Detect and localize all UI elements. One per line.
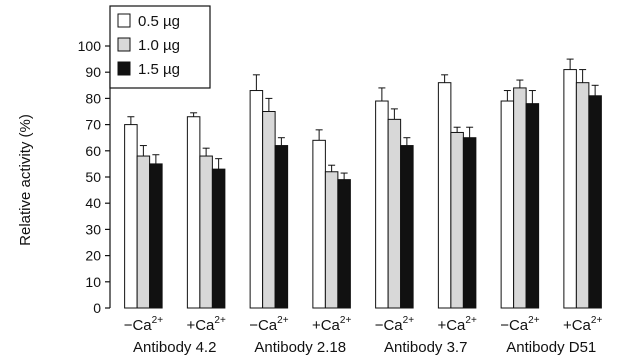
legend-swatch [117, 37, 131, 52]
x-tick-superscript: 2+ [591, 315, 603, 326]
x-tick-condition: +Ca [312, 317, 341, 334]
bar [437, 82, 452, 309]
x-tick-label: −Ca2+ [500, 315, 539, 334]
bar [400, 145, 414, 309]
legend: 0.5 µg 1.0 µg 1.5 µg [109, 5, 211, 89]
group-label: Antibody 2.18 [254, 339, 346, 356]
bar [563, 69, 577, 309]
x-tick-label: −Ca2+ [249, 315, 288, 334]
x-tick-condition: −Ca [249, 317, 278, 334]
x-tick-label: +Ca2+ [563, 315, 602, 334]
y-tick-label: 90 [85, 64, 101, 80]
y-tick-label: 50 [85, 169, 101, 185]
bar [337, 179, 351, 309]
bar [375, 100, 389, 309]
x-tick-superscript: 2+ [465, 315, 477, 326]
legend-label: 1.5 µg [138, 61, 180, 78]
x-tick-condition: +Ca [186, 317, 215, 334]
y-tick-label: 100 [78, 38, 102, 54]
bar [149, 163, 163, 309]
bar [262, 111, 276, 309]
group-label: Antibody D51 [506, 339, 596, 356]
bar [513, 87, 527, 309]
x-tick-superscript: 2+ [214, 315, 226, 326]
y-tick-label: 30 [85, 221, 101, 237]
legend-swatch [117, 61, 131, 76]
bar [186, 116, 201, 309]
x-tick-condition: −Ca [500, 317, 529, 334]
x-tick-condition: −Ca [124, 317, 153, 334]
bar [575, 82, 590, 309]
legend-label: 1.0 µg [138, 37, 180, 54]
x-tick-superscript: 2+ [277, 315, 289, 326]
bars [124, 58, 602, 309]
y-tick-label: 70 [85, 117, 101, 133]
x-axis: −Ca2+ +Ca2+ −Ca2+ +Ca2+ −Ca2+ +Ca2+ −Ca2+ +Ca2+… [124, 315, 603, 356]
group-label: Antibody 3.7 [384, 339, 467, 356]
bar [274, 145, 289, 309]
bar [525, 103, 540, 309]
bar [312, 139, 326, 309]
x-tick-condition: +Ca [437, 317, 466, 334]
bar [136, 155, 151, 309]
bar [450, 131, 464, 309]
group-label: Antibody 4.2 [133, 339, 216, 356]
x-tick-superscript: 2+ [528, 315, 540, 326]
y-tick-label: 80 [85, 90, 101, 106]
x-tick-label: +Ca2+ [186, 315, 225, 334]
legend-swatch [117, 13, 131, 28]
bar [124, 124, 138, 309]
x-tick-superscript: 2+ [340, 315, 352, 326]
y-tick-label: 60 [85, 143, 101, 159]
y-tick-label: 40 [85, 195, 101, 211]
x-tick-condition: −Ca [375, 317, 404, 334]
bar [462, 137, 477, 309]
bar [500, 100, 515, 309]
y-tick-label: 0 [93, 300, 101, 316]
bar [324, 171, 339, 309]
x-tick-label: +Ca2+ [312, 315, 351, 334]
bar [211, 168, 226, 309]
bar [199, 155, 213, 309]
x-tick-superscript: 2+ [403, 315, 415, 326]
x-tick-label: +Ca2+ [437, 315, 476, 334]
bar [387, 118, 402, 309]
x-tick-condition: +Ca [563, 317, 592, 334]
x-tick-label: −Ca2+ [375, 315, 414, 334]
y-axis-label: Relative activity (%) [17, 114, 34, 246]
legend-label: 0.5 µg [138, 13, 180, 30]
y-tick-label: 10 [85, 274, 101, 290]
y-tick-label: 20 [85, 248, 101, 264]
y-axis: 0 10 20 30 40 50 60 70 80 90 100 [78, 38, 111, 316]
x-tick-label: −Ca2+ [124, 315, 163, 334]
x-tick-superscript: 2+ [152, 315, 164, 326]
bar [249, 90, 264, 309]
bar [588, 95, 602, 309]
